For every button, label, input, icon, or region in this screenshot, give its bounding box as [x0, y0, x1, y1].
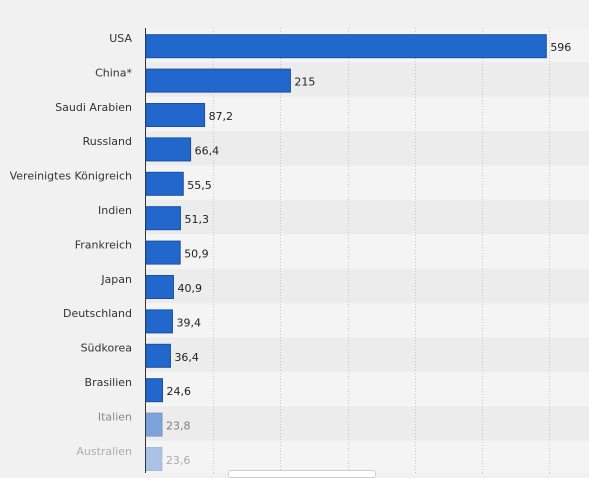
bar-china[interactable]	[145, 68, 291, 93]
row-band	[146, 131, 589, 166]
row-band	[146, 165, 589, 200]
bar-vereinigtes-k-nigreich[interactable]	[145, 171, 184, 196]
value-labels: 596 215 87,2 66,4 55,5 51,3 50,9 40,9 39,4 36,4 24…	[166, 41, 571, 467]
value-label: 24,6	[167, 385, 192, 398]
category-label: Südkorea	[81, 342, 132, 355]
row-band	[146, 234, 589, 269]
category-label: Indien	[98, 204, 132, 217]
category-labels: USA China* Saudi Arabien Russland Vereinigte…	[10, 32, 133, 458]
value-label: 55,5	[187, 179, 212, 192]
bar-frankreich[interactable]	[145, 240, 181, 265]
bar-italien[interactable]	[145, 412, 163, 437]
value-label: 66,4	[195, 144, 220, 157]
category-label: Saudi Arabien	[55, 101, 132, 114]
value-label: 596	[550, 41, 571, 54]
bar-japan[interactable]	[145, 275, 174, 299]
horizontal-scrollbar-thumb[interactable]	[228, 470, 376, 478]
category-label: USA	[109, 32, 132, 45]
category-label: China*	[95, 66, 132, 79]
value-label: 39,4	[176, 316, 201, 329]
category-label: Brasilien	[85, 376, 132, 389]
value-label: 50,9	[184, 248, 209, 261]
grid-lines	[213, 28, 550, 473]
row-band	[146, 303, 589, 338]
bar-usa[interactable]	[145, 34, 547, 59]
row-band	[146, 406, 589, 441]
row-bands	[146, 28, 589, 473]
value-label: 23,6	[166, 454, 191, 467]
category-label: Italien	[98, 410, 132, 423]
bars	[145, 34, 547, 471]
category-label: Russland	[83, 135, 132, 148]
value-label: 23,8	[166, 420, 191, 433]
row-band	[146, 200, 589, 235]
value-label: 40,9	[177, 282, 202, 295]
row-band	[146, 372, 589, 407]
category-label: Japan	[100, 273, 132, 286]
category-label: Frankreich	[75, 238, 132, 251]
value-label: 51,3	[184, 213, 209, 226]
row-band	[146, 440, 589, 473]
bar-indien[interactable]	[145, 206, 181, 231]
row-band	[146, 337, 589, 372]
bar-deutschland[interactable]	[145, 309, 173, 334]
value-label: 215	[294, 76, 315, 89]
category-label: Australien	[76, 445, 132, 458]
value-label: 87,2	[209, 110, 234, 123]
category-label: Vereinigtes Königreich	[10, 170, 132, 183]
bar-s-dkorea[interactable]	[145, 343, 171, 368]
value-label: 36,4	[174, 351, 199, 364]
bar-australien[interactable]	[145, 447, 163, 471]
row-band	[146, 96, 589, 132]
bar-saudi-arabien[interactable]	[145, 103, 206, 127]
category-label: Deutschland	[63, 307, 132, 320]
bar-russland[interactable]	[145, 137, 192, 162]
row-band	[146, 268, 589, 304]
bar-brasilien[interactable]	[145, 378, 164, 403]
